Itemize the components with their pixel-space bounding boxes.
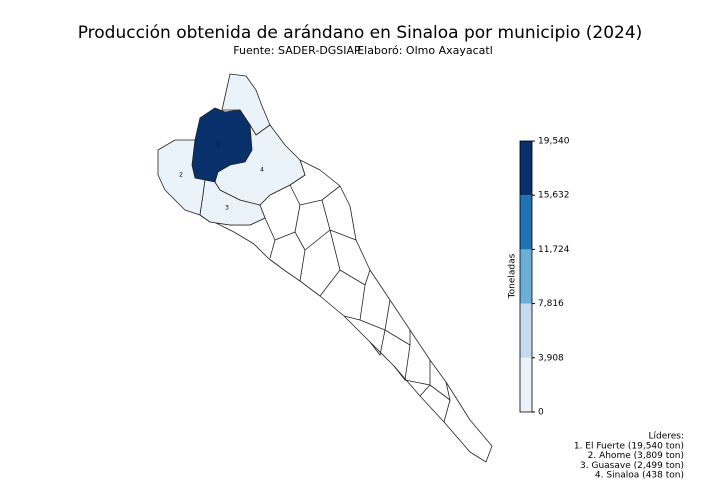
municipal-border (264, 184, 451, 423)
colorbar-label: Toneladas (508, 253, 518, 299)
region-label: 2 (179, 172, 183, 179)
colorbar-tick-label: 19,540 (538, 137, 570, 147)
colorbar-band (520, 303, 532, 358)
leader-item: 4. Sinaloa (438 ton) (595, 471, 684, 481)
colorbar-tick-label: 3,908 (538, 353, 564, 363)
leaders-title: Líderes: (648, 432, 684, 442)
leader-item: 2. Ahome (3,809 ton) (588, 451, 684, 461)
region-label: 4 (260, 167, 264, 174)
region-label: 1 (216, 141, 220, 148)
colorbar-band (520, 141, 532, 196)
source: Fuente: SADER-DGSIAP (233, 44, 361, 57)
colorbar-band (520, 357, 532, 412)
colorbar-band (520, 249, 532, 304)
region-label: 3 (225, 205, 229, 212)
colorbar-tick-label: 15,632 (538, 191, 570, 201)
colorbar-band (520, 195, 532, 250)
municipality (214, 124, 306, 206)
colorbar-frame (519, 140, 533, 413)
colorbar-tick-label: 0 (538, 408, 544, 418)
title: Producción obtenida de arándano en Sinal… (78, 23, 643, 43)
author: Elaboró: Olmo Axayacatl (357, 44, 493, 57)
colorbar-tick-label: 7,816 (538, 299, 564, 309)
leader-item: 1. El Fuerte (19,540 ton) (574, 442, 684, 452)
colorbar-tick-label: 11,724 (538, 245, 570, 255)
leader-item: 3. Guasave (2,499 ton) (580, 461, 684, 471)
